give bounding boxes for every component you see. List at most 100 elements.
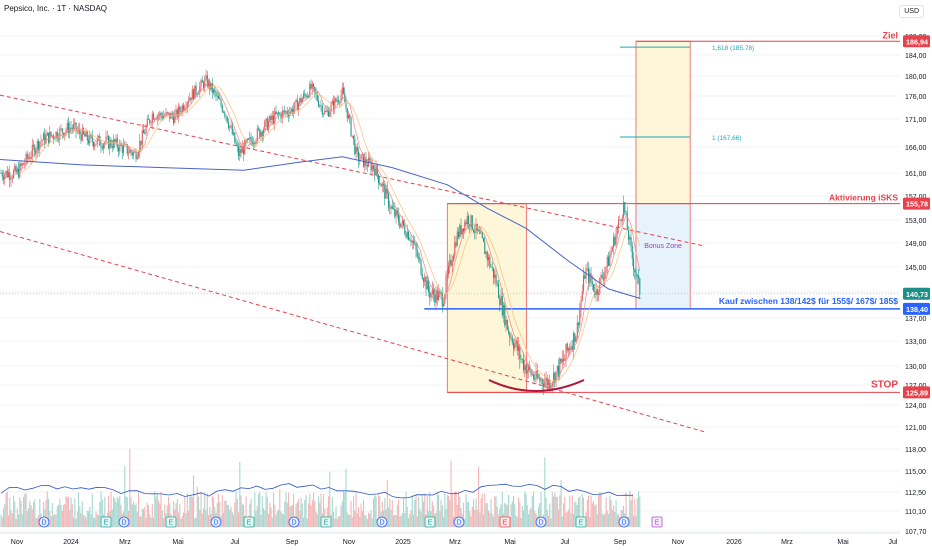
- candle-510: [638, 268, 640, 285]
- volume-bar-81: [101, 499, 103, 527]
- candle-15: [19, 160, 21, 179]
- volume-bar-372: [465, 494, 467, 527]
- volume-bar-351: [439, 510, 441, 527]
- volume-bar-293: [366, 518, 368, 527]
- candle-2: [3, 170, 5, 184]
- volume-bar-133: [166, 505, 168, 527]
- moving-average-fast: [9, 81, 641, 385]
- currency-button[interactable]: USD: [899, 5, 924, 18]
- candle-body: [363, 154, 365, 167]
- candle-body: [511, 337, 513, 344]
- volume-bar-432: [540, 491, 542, 527]
- volume-bar-267: [334, 518, 336, 527]
- candle-body: [464, 222, 466, 232]
- candle-body: [144, 133, 146, 135]
- volume-bar-76: [95, 511, 97, 527]
- candle-body: [233, 132, 235, 135]
- volume-bar-396: [495, 496, 497, 527]
- candle-body: [561, 359, 563, 363]
- volume-bar-127: [159, 503, 161, 527]
- volume-bar-308: [385, 509, 387, 527]
- candle-278: [348, 110, 350, 120]
- candle-body: [275, 111, 277, 114]
- volume-bar-78: [98, 515, 100, 527]
- volume-bar-21: [26, 511, 28, 527]
- candle-body: [103, 144, 105, 149]
- candle-body: [71, 127, 73, 130]
- candle-body: [101, 147, 103, 149]
- candle-body: [55, 131, 57, 140]
- candle-body: [180, 111, 182, 113]
- candle-82: [103, 142, 105, 154]
- candle-body: [191, 89, 193, 100]
- candle-505: [631, 241, 633, 267]
- volume-bar-29: [36, 517, 38, 527]
- candle-body: [21, 163, 23, 166]
- candle-body: [523, 359, 525, 371]
- price-badge-186,94: 186,94: [906, 37, 928, 46]
- candle-3: [4, 172, 6, 186]
- x-tick-0: Nov: [11, 539, 24, 546]
- candle-236: [295, 98, 297, 103]
- candle-207: [259, 128, 261, 139]
- volume-bar-2: [3, 508, 5, 527]
- volume-bar-116: [145, 517, 147, 527]
- candle-body: [204, 79, 206, 89]
- volume-bar-388: [485, 502, 487, 527]
- candle-body: [399, 222, 401, 228]
- volume-bar-487: [609, 495, 611, 527]
- candle-329: [411, 239, 413, 250]
- candle-450: [563, 350, 565, 366]
- volume-bar-271: [339, 515, 341, 527]
- candle-body: [411, 240, 413, 243]
- candle-139: [174, 109, 176, 124]
- volume-bar-174: [218, 493, 220, 527]
- candle-394: [493, 267, 495, 285]
- volume-bar-77: [96, 514, 98, 527]
- volume-bar-206: [258, 494, 260, 527]
- candle-511: [639, 277, 641, 299]
- candle-296: [370, 157, 372, 175]
- candle-460: [575, 335, 577, 343]
- candle-366: [458, 227, 460, 240]
- candle-343: [429, 285, 431, 306]
- volume-bar-95: [119, 495, 121, 527]
- candle-body: [628, 229, 630, 240]
- candle-body: [314, 86, 316, 93]
- candle-body: [490, 266, 492, 268]
- candle-body: [541, 379, 543, 384]
- candle-body: [510, 337, 512, 339]
- volume-bar-321: [401, 513, 403, 527]
- volume-bar-135: [169, 503, 171, 527]
- candle-159: [199, 81, 201, 98]
- candle-body: [225, 115, 227, 117]
- candle-body: [78, 128, 80, 131]
- volume-bar-463: [579, 496, 581, 527]
- candle-241: [301, 96, 303, 103]
- candle-body: [564, 358, 566, 361]
- candle-29: [36, 139, 38, 157]
- candle-body: [524, 365, 526, 371]
- candle-194: [243, 142, 245, 162]
- volume-bar-25: [31, 509, 33, 527]
- candle-49: [61, 127, 63, 140]
- volume-bar-324: [405, 491, 407, 527]
- volume-bar-384: [480, 498, 482, 527]
- candle-body: [66, 123, 68, 131]
- candle-400: [500, 289, 502, 306]
- candle-141: [176, 107, 178, 120]
- candle-142: [178, 102, 180, 123]
- volume-bar-4: [5, 493, 7, 527]
- candle-body: [6, 170, 8, 178]
- candle-307: [384, 181, 386, 206]
- candle-507: [634, 268, 636, 280]
- candle-449: [561, 349, 563, 369]
- candle-265: [331, 98, 333, 105]
- candle-body: [360, 154, 362, 160]
- event-marker-9: [424, 516, 436, 528]
- zone-ziel-box: [635, 40, 691, 205]
- volume-bar-52: [65, 496, 67, 527]
- volume-bar-488: [610, 500, 612, 527]
- volume-bar-102: [128, 510, 130, 527]
